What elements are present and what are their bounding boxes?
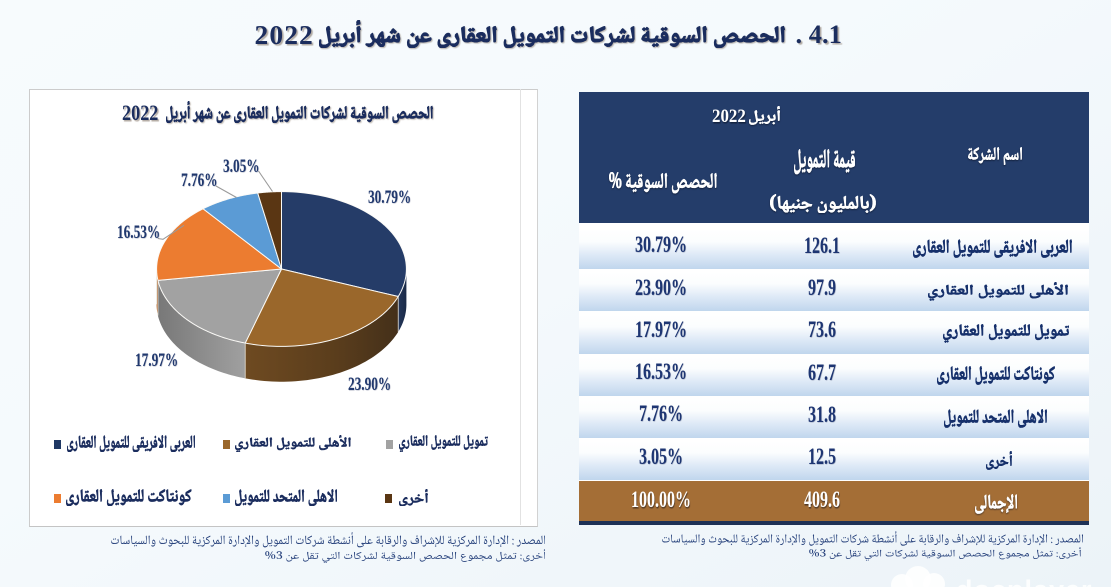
svg-text:docplayer: docplayer: [956, 575, 1093, 587]
